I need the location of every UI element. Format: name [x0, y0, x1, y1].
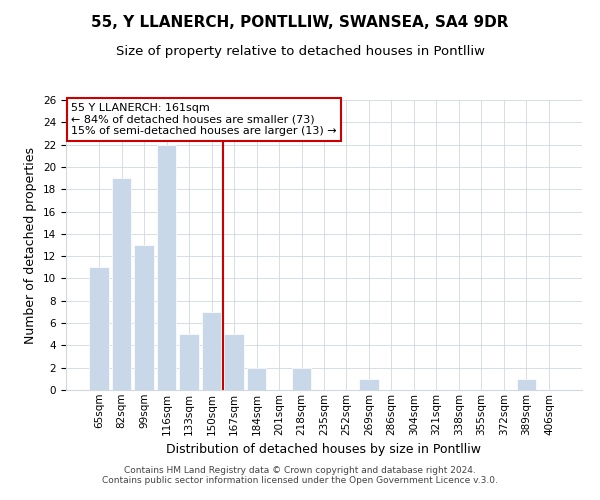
Bar	[89, 268, 109, 390]
Bar	[202, 312, 221, 390]
Text: Size of property relative to detached houses in Pontlliw: Size of property relative to detached ho…	[115, 45, 485, 58]
Bar	[224, 334, 244, 390]
Bar	[157, 144, 176, 390]
Bar	[359, 379, 379, 390]
Bar	[517, 379, 536, 390]
Bar	[292, 368, 311, 390]
Bar	[247, 368, 266, 390]
Text: 55, Y LLANERCH, PONTLLIW, SWANSEA, SA4 9DR: 55, Y LLANERCH, PONTLLIW, SWANSEA, SA4 9…	[91, 15, 509, 30]
X-axis label: Distribution of detached houses by size in Pontlliw: Distribution of detached houses by size …	[167, 443, 482, 456]
Bar	[134, 245, 154, 390]
Bar	[179, 334, 199, 390]
Text: Contains HM Land Registry data © Crown copyright and database right 2024.
Contai: Contains HM Land Registry data © Crown c…	[102, 466, 498, 485]
Text: 55 Y LLANERCH: 161sqm
← 84% of detached houses are smaller (73)
15% of semi-deta: 55 Y LLANERCH: 161sqm ← 84% of detached …	[71, 103, 337, 136]
Bar	[112, 178, 131, 390]
Y-axis label: Number of detached properties: Number of detached properties	[25, 146, 37, 344]
